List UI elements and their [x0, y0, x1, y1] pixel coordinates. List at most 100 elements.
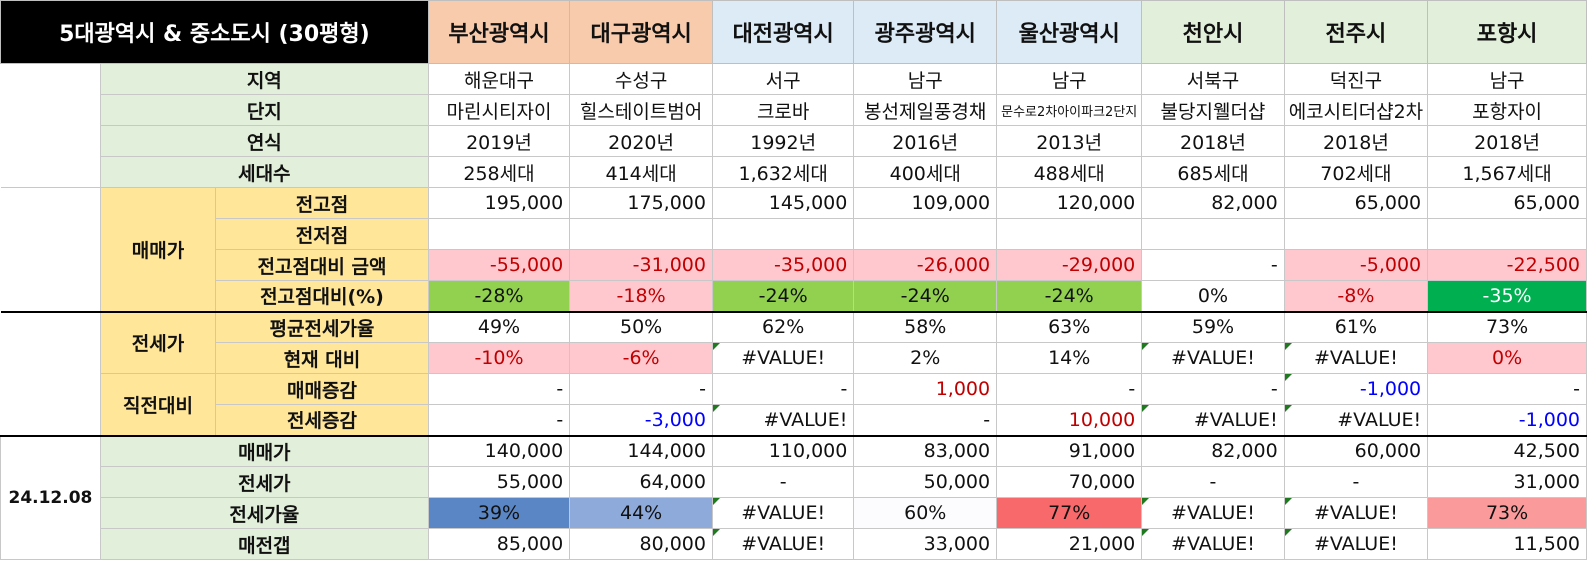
data-cell[interactable]: -6% — [569, 342, 713, 374]
data-cell[interactable]: 1,000 — [853, 373, 998, 405]
data-cell[interactable]: 10,000 — [996, 404, 1143, 436]
data-cell[interactable]: 82,000 — [1141, 434, 1285, 467]
data-cell[interactable]: 남구 — [996, 63, 1143, 95]
city-header[interactable]: 울산광역시 — [996, 0, 1143, 64]
data-cell[interactable]: -22,500 — [1427, 249, 1587, 281]
city-header[interactable]: 부산광역시 — [427, 0, 571, 64]
data-cell[interactable]: #VALUE! — [711, 497, 855, 529]
data-cell[interactable]: 400세대 — [853, 156, 998, 188]
data-cell[interactable]: 85,000 — [427, 528, 571, 560]
data-cell[interactable]: #VALUE! — [1283, 497, 1429, 529]
data-cell[interactable]: 수성구 — [569, 63, 713, 95]
data-cell[interactable]: 109,000 — [853, 187, 998, 219]
data-cell[interactable]: 1,632세대 — [711, 156, 855, 188]
data-cell[interactable]: -3,000 — [569, 404, 713, 436]
data-cell[interactable]: -35,000 — [711, 249, 855, 281]
data-cell[interactable]: -35% — [1427, 280, 1587, 312]
data-cell[interactable]: 크로바 — [711, 94, 855, 126]
city-header[interactable]: 대구광역시 — [569, 0, 713, 64]
city-header[interactable]: 광주광역시 — [853, 0, 998, 64]
data-cell[interactable]: 145,000 — [711, 187, 855, 219]
data-cell[interactable]: 77% — [996, 497, 1143, 529]
data-cell[interactable]: 83,000 — [853, 434, 998, 467]
data-cell[interactable]: 11,500 — [1427, 528, 1587, 560]
data-cell[interactable]: #VALUE! — [1141, 497, 1285, 529]
data-cell[interactable]: #VALUE! — [711, 404, 855, 436]
data-cell[interactable] — [569, 218, 713, 250]
data-cell[interactable]: -55,000 — [427, 249, 571, 281]
data-cell[interactable]: 33,000 — [853, 528, 998, 560]
data-cell[interactable]: -24% — [853, 280, 998, 312]
data-cell[interactable]: 73% — [1427, 310, 1587, 343]
data-cell[interactable]: 65,000 — [1427, 187, 1587, 219]
data-cell[interactable]: 70,000 — [996, 466, 1143, 498]
data-cell[interactable]: - — [1283, 466, 1429, 498]
data-cell[interactable]: 175,000 — [569, 187, 713, 219]
data-cell[interactable]: 문수로2차아이파크2단지 — [996, 94, 1143, 126]
data-cell[interactable]: 60,000 — [1283, 434, 1429, 467]
data-cell[interactable]: 2020년 — [569, 125, 713, 157]
data-cell[interactable]: 62% — [711, 310, 855, 343]
data-cell[interactable]: - — [427, 373, 571, 405]
data-cell[interactable]: -31,000 — [569, 249, 713, 281]
data-cell[interactable]: - — [853, 404, 998, 436]
data-cell[interactable]: 258세대 — [427, 156, 571, 188]
data-cell[interactable]: 59% — [1141, 310, 1285, 343]
data-cell[interactable]: 2019년 — [427, 125, 571, 157]
data-cell[interactable]: - — [1141, 373, 1285, 405]
data-cell[interactable]: 39% — [427, 497, 571, 529]
data-cell[interactable]: - — [1427, 373, 1587, 405]
city-header[interactable]: 천안시 — [1141, 0, 1285, 64]
data-cell[interactable]: -10% — [427, 342, 571, 374]
data-cell[interactable]: -1,000 — [1427, 404, 1587, 436]
data-cell[interactable]: 21,000 — [996, 528, 1143, 560]
data-cell[interactable]: - — [1141, 249, 1285, 281]
data-cell[interactable]: #VALUE! — [711, 528, 855, 560]
data-cell[interactable]: 50,000 — [853, 466, 998, 498]
data-cell[interactable]: - — [996, 373, 1143, 405]
data-cell[interactable] — [1427, 218, 1587, 250]
data-cell[interactable]: #VALUE! — [1141, 342, 1285, 374]
data-cell[interactable]: 남구 — [853, 63, 998, 95]
data-cell[interactable]: - — [569, 373, 713, 405]
data-cell[interactable]: 2018년 — [1283, 125, 1429, 157]
data-cell[interactable]: 포항자이 — [1427, 94, 1587, 126]
data-cell[interactable]: - — [1141, 466, 1285, 498]
data-cell[interactable]: 195,000 — [427, 187, 571, 219]
data-cell[interactable]: - — [427, 404, 571, 436]
data-cell[interactable]: #VALUE! — [1283, 404, 1429, 436]
data-cell[interactable]: 63% — [996, 310, 1143, 343]
data-cell[interactable]: 1,567세대 — [1427, 156, 1587, 188]
data-cell[interactable]: -1,000 — [1283, 373, 1429, 405]
data-cell[interactable]: -24% — [711, 280, 855, 312]
data-cell[interactable]: 불당지웰더샵 — [1141, 94, 1285, 126]
data-cell[interactable]: 91,000 — [996, 434, 1143, 467]
data-cell[interactable]: 58% — [853, 310, 998, 343]
data-cell[interactable]: 140,000 — [427, 434, 571, 467]
data-cell[interactable]: 42,500 — [1427, 434, 1587, 467]
data-cell[interactable]: 120,000 — [996, 187, 1143, 219]
data-cell[interactable]: 봉선제일풍경채 — [853, 94, 998, 126]
data-cell[interactable]: 에코시티더샵2차 — [1283, 94, 1429, 126]
data-cell[interactable]: 685세대 — [1141, 156, 1285, 188]
city-header[interactable]: 전주시 — [1283, 0, 1429, 64]
data-cell[interactable]: 1992년 — [711, 125, 855, 157]
data-cell[interactable]: -8% — [1283, 280, 1429, 312]
data-cell[interactable]: 82,000 — [1141, 187, 1285, 219]
data-cell[interactable]: 덕진구 — [1283, 63, 1429, 95]
data-cell[interactable]: 서북구 — [1141, 63, 1285, 95]
data-cell[interactable]: 2% — [853, 342, 998, 374]
data-cell[interactable]: 414세대 — [569, 156, 713, 188]
data-cell[interactable]: 2016년 — [853, 125, 998, 157]
data-cell[interactable]: 73% — [1427, 497, 1587, 529]
data-cell[interactable]: 55,000 — [427, 466, 571, 498]
data-cell[interactable]: 해운대구 — [427, 63, 571, 95]
data-cell[interactable]: - — [711, 373, 855, 405]
city-header[interactable]: 포항시 — [1427, 0, 1587, 64]
data-cell[interactable]: #VALUE! — [1141, 404, 1285, 436]
data-cell[interactable]: -28% — [427, 280, 571, 312]
data-cell[interactable]: 0% — [1427, 342, 1587, 374]
data-cell[interactable]: 80,000 — [569, 528, 713, 560]
data-cell[interactable]: -24% — [996, 280, 1143, 312]
data-cell[interactable]: 702세대 — [1283, 156, 1429, 188]
